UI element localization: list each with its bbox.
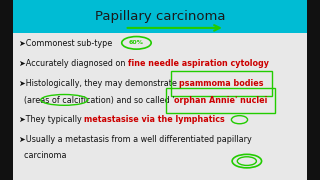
FancyBboxPatch shape [13, 0, 307, 180]
Text: ➤Commonest sub-type: ➤Commonest sub-type [19, 39, 112, 48]
Text: ➤Usually a metastasis from a well differentiated papillary: ➤Usually a metastasis from a well differ… [19, 135, 252, 144]
Text: 60%: 60% [129, 40, 144, 45]
FancyBboxPatch shape [13, 0, 307, 33]
Text: ➤Accurately diagnosed on: ➤Accurately diagnosed on [19, 59, 128, 68]
Text: fine needle aspiration cytology: fine needle aspiration cytology [128, 59, 268, 68]
Text: ➤Histologically, they may demonstrate: ➤Histologically, they may demonstrate [19, 79, 179, 88]
Text: orphan Annie' nuclei: orphan Annie' nuclei [174, 96, 268, 105]
Text: Papillary carcinoma: Papillary carcinoma [95, 10, 225, 23]
Text: ➤They typically: ➤They typically [19, 115, 84, 124]
Text: psammoma bodies: psammoma bodies [179, 79, 264, 88]
Text: carcinoma: carcinoma [19, 151, 66, 160]
Text: (areas of calcification) and so called ': (areas of calcification) and so called ' [19, 96, 174, 105]
Text: metastasise via the lymphatics: metastasise via the lymphatics [84, 115, 225, 124]
